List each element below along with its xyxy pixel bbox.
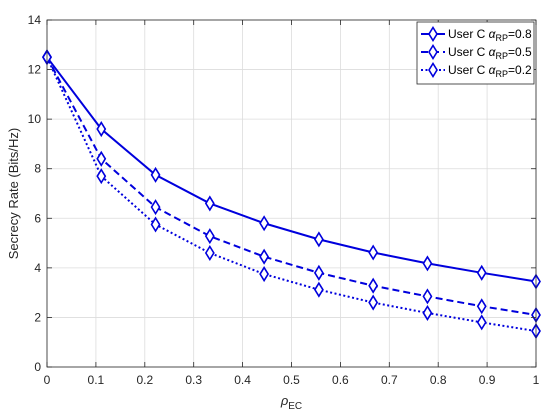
data-point-marker (313, 264, 324, 281)
x-tick-label: 1 (533, 373, 540, 387)
legend-subscript: RP (496, 51, 509, 61)
data-point-marker (204, 244, 215, 262)
data-point-marker (204, 195, 215, 212)
data-point-marker (313, 281, 324, 298)
series-layer (42, 49, 541, 340)
x-tick-label: 0.9 (479, 373, 496, 387)
data-point-marker (476, 314, 487, 331)
series-line (46, 56, 537, 333)
x-tick-label: 0.4 (234, 373, 251, 387)
series-line (46, 56, 537, 283)
legend-suffix: =0.2 (508, 63, 532, 77)
legend-entry-label: User C αRP=0.5 (448, 45, 532, 61)
legend-marker (428, 43, 438, 61)
x-tick-label: 0.6 (332, 373, 349, 387)
y-tick-label: 12 (28, 63, 42, 77)
legend-suffix: =0.8 (508, 27, 532, 41)
data-point-marker (259, 266, 270, 283)
series-solid (42, 49, 541, 290)
legend-prefix: User C (448, 45, 489, 59)
data-point-marker (422, 255, 433, 272)
data-point-marker (96, 150, 107, 167)
legend-symbol: α (489, 45, 497, 59)
legend-symbol: α (489, 27, 497, 41)
legend-marker (428, 61, 438, 79)
x-tick-label: 0.2 (136, 373, 153, 387)
data-point-marker (476, 298, 487, 315)
x-axis-label-symbol: ρ (280, 393, 289, 408)
data-point-marker (368, 244, 379, 261)
legend-entry-label: User C αRP=0.8 (448, 27, 532, 43)
data-point-marker (422, 304, 433, 321)
x-tick-label: 0.7 (381, 373, 398, 387)
legend-entry-label: User C αRP=0.2 (448, 63, 532, 79)
x-axis-label: ρEC (280, 393, 302, 412)
legend-subscript: RP (496, 69, 509, 79)
x-axis-label-subscript: EC (288, 401, 302, 412)
data-point-marker (96, 168, 107, 185)
data-point-marker (368, 277, 379, 294)
y-axis-label: Secrecy Rate (Bits/Hz) (6, 128, 21, 259)
data-point-marker (259, 248, 270, 265)
y-tick-label: 0 (34, 360, 41, 374)
legend-suffix: =0.5 (508, 45, 532, 59)
data-point-marker (150, 166, 161, 183)
series-dotted (42, 49, 541, 340)
legend-subscript: RP (496, 33, 509, 43)
y-tick-label: 8 (34, 162, 41, 176)
x-tick-label: 0.5 (283, 373, 300, 387)
data-point-marker (422, 288, 433, 305)
y-tick-label: 4 (34, 261, 41, 275)
x-tick-label: 0.3 (185, 373, 202, 387)
legend-prefix: User C (448, 27, 489, 41)
series-line (46, 56, 537, 316)
data-point-marker (368, 294, 379, 311)
data-point-marker (96, 121, 107, 138)
y-tick-label: 10 (28, 112, 42, 126)
legend-symbol: α (489, 63, 497, 77)
y-tick-label: 14 (28, 13, 42, 27)
data-point-marker (150, 199, 161, 216)
series-dashed (42, 49, 541, 323)
data-point-marker (204, 228, 215, 245)
data-point-marker (259, 215, 270, 232)
legend-prefix: User C (448, 63, 489, 77)
x-tick-label: 0.8 (430, 373, 447, 387)
y-tick-label: 6 (34, 211, 41, 225)
data-point-marker (476, 264, 487, 281)
data-point-marker (150, 216, 161, 233)
legend-marker (428, 25, 438, 43)
x-tick-label: 0.1 (88, 373, 105, 387)
y-tick-label: 2 (34, 310, 41, 324)
data-point-marker (313, 231, 324, 248)
x-tick-label: 0 (44, 373, 51, 387)
